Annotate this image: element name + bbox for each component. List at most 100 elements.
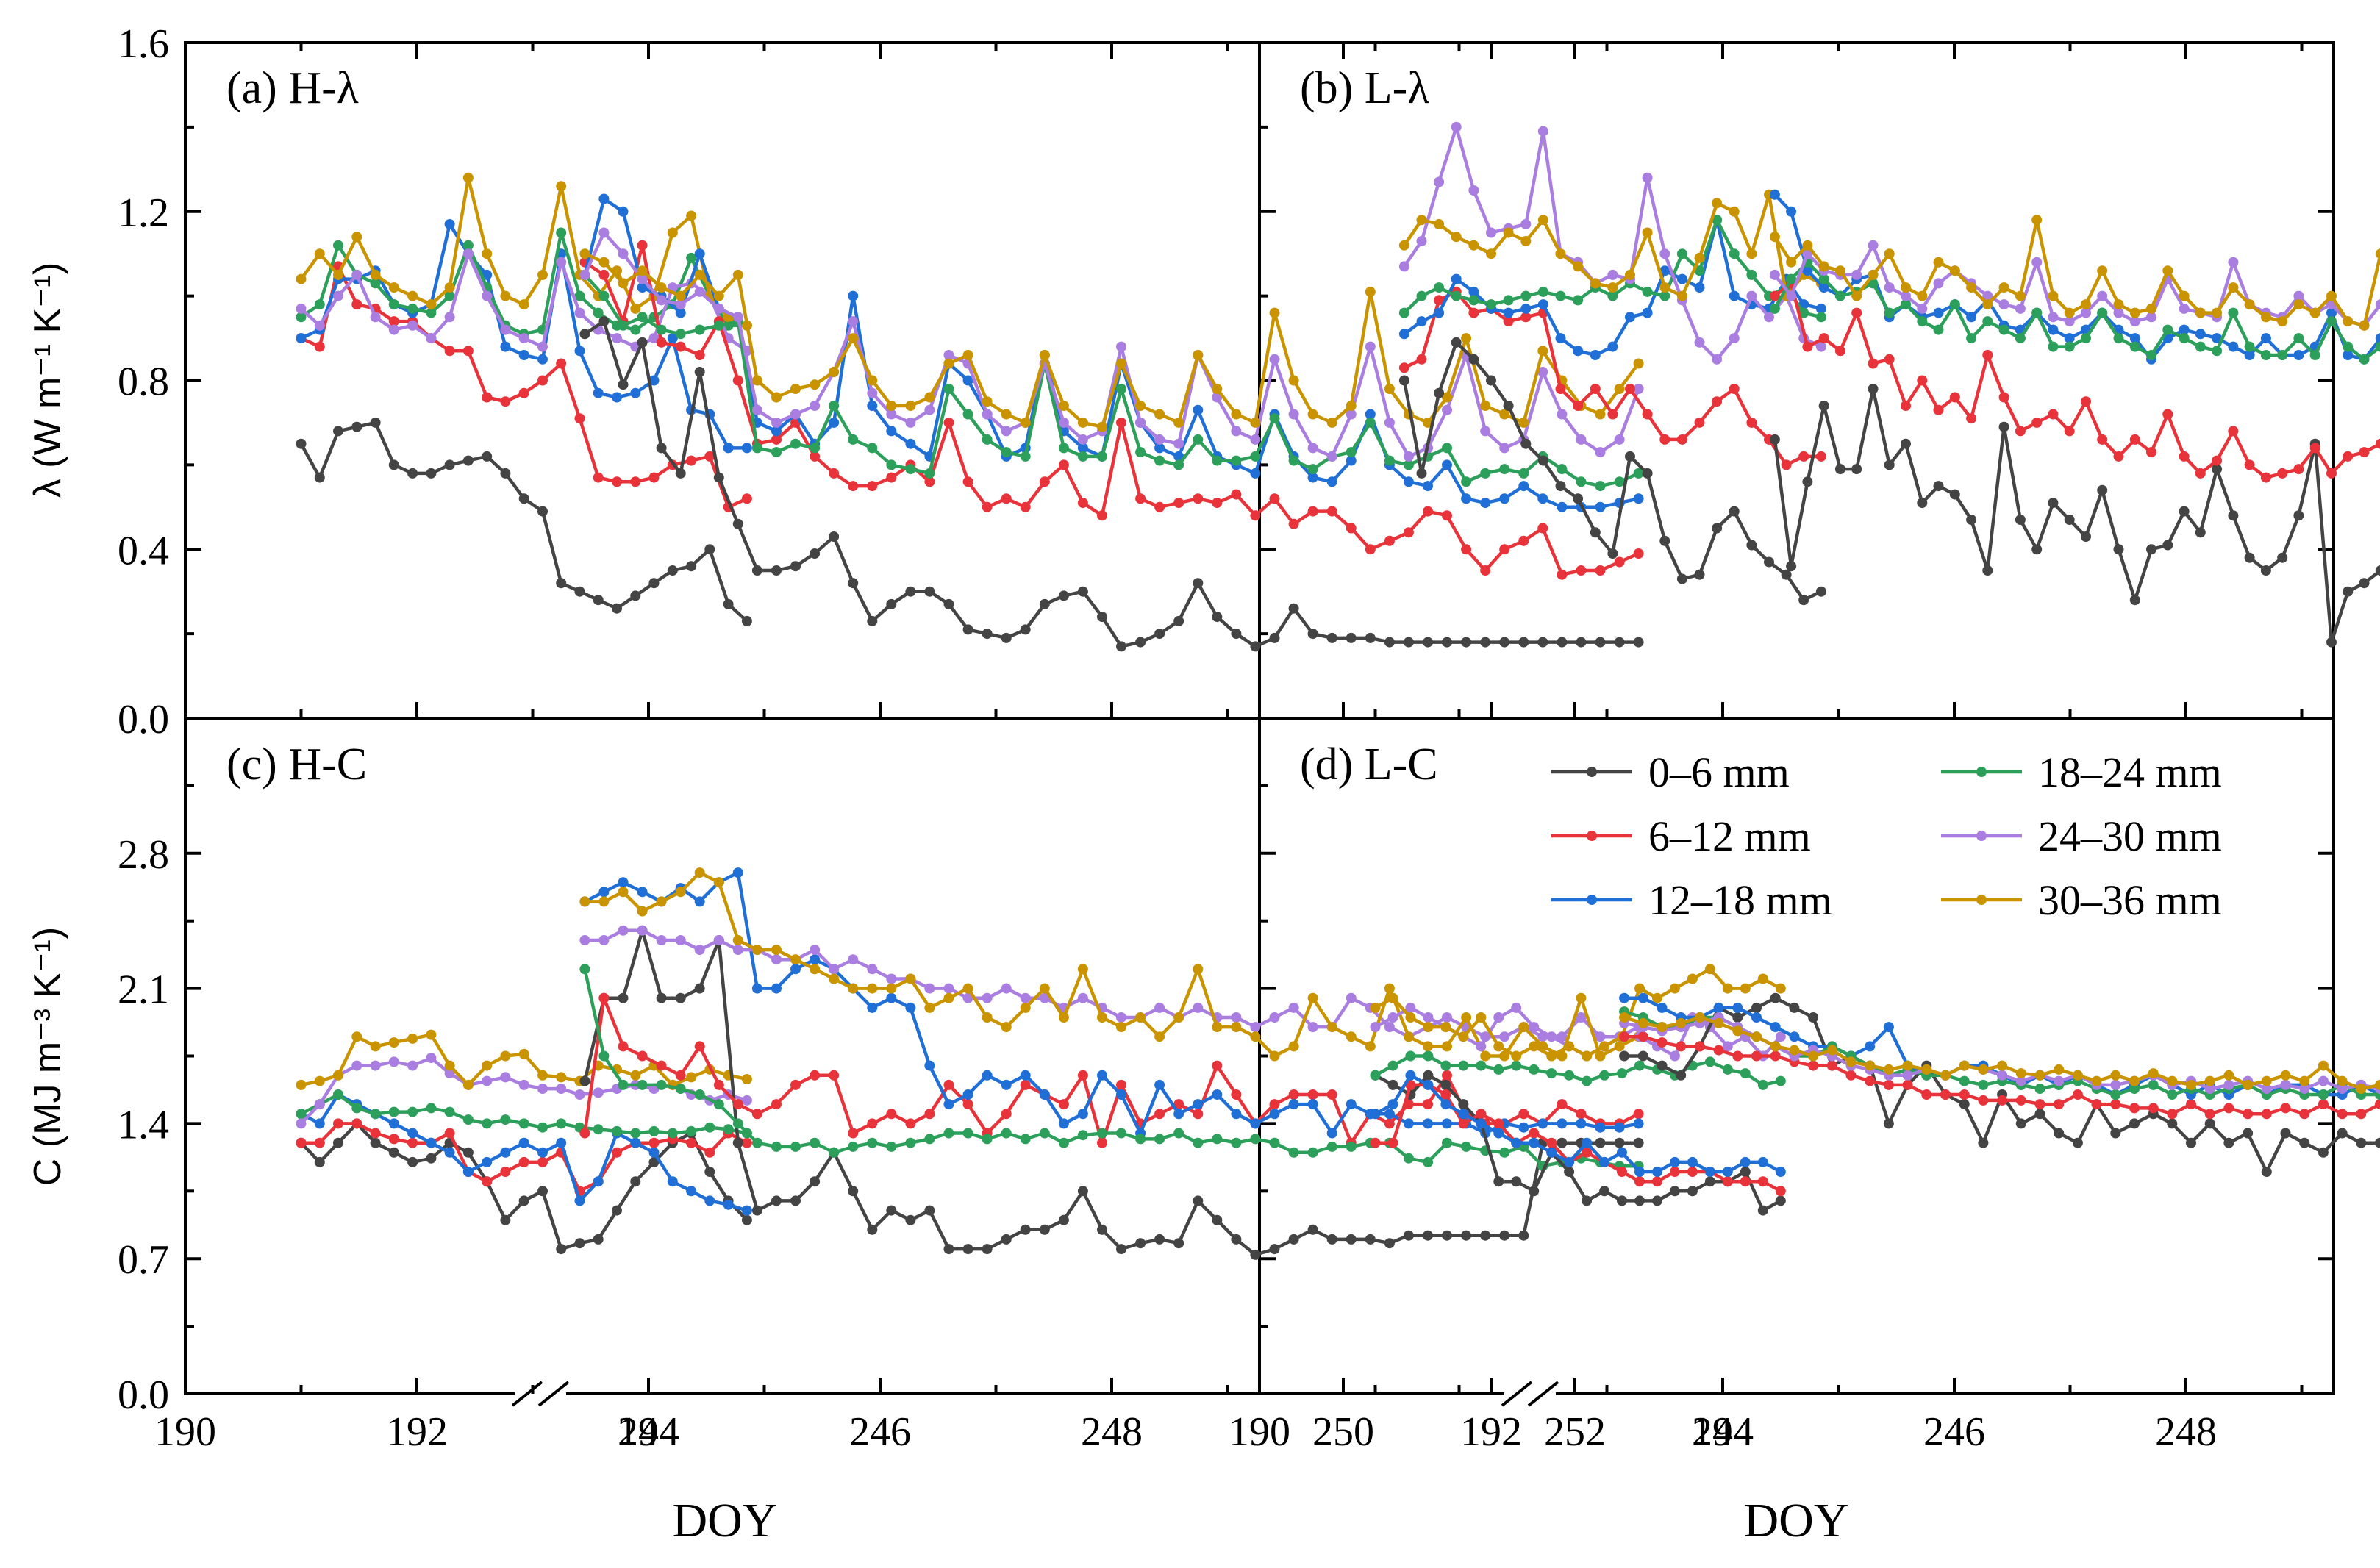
data-point bbox=[1729, 506, 1740, 517]
data-point bbox=[1982, 290, 1993, 301]
data-point bbox=[1387, 992, 1398, 1003]
data-point bbox=[1442, 404, 1452, 415]
data-point bbox=[1808, 1060, 1819, 1071]
data-point bbox=[593, 307, 604, 318]
legend-swatch-marker bbox=[1976, 831, 1987, 841]
data-point bbox=[1416, 215, 1427, 226]
data-point bbox=[1193, 493, 1204, 504]
data-point bbox=[1405, 1002, 1416, 1013]
data-point bbox=[1365, 417, 1376, 428]
data-point bbox=[1001, 1022, 1012, 1033]
data-point bbox=[1694, 282, 1705, 293]
data-point bbox=[1614, 637, 1625, 648]
data-point bbox=[1625, 384, 1635, 394]
data-point bbox=[1365, 1041, 1376, 1052]
data-point bbox=[351, 1118, 362, 1129]
y-tick-label-C: 0.0 bbox=[118, 1372, 169, 1418]
data-point bbox=[1786, 206, 1797, 217]
data-point bbox=[2072, 1070, 2083, 1081]
data-point bbox=[1442, 1137, 1452, 1148]
data-point bbox=[1770, 1022, 1781, 1033]
data-point bbox=[1173, 1099, 1184, 1110]
data-point bbox=[1555, 290, 1566, 301]
data-point bbox=[1769, 189, 1780, 200]
data-point bbox=[500, 468, 511, 479]
data-point bbox=[2081, 299, 2091, 310]
data-point bbox=[1884, 307, 1895, 318]
data-point bbox=[426, 1153, 437, 1164]
data-point bbox=[1461, 476, 1472, 487]
data-point bbox=[2129, 1084, 2140, 1095]
data-point bbox=[482, 1156, 493, 1167]
data-point bbox=[1704, 1056, 1715, 1067]
data-point bbox=[1442, 510, 1452, 521]
data-point bbox=[637, 1079, 648, 1090]
data-point bbox=[1468, 354, 1479, 365]
data-point bbox=[1659, 434, 1670, 445]
data-point bbox=[1346, 455, 1357, 466]
data-point bbox=[2129, 341, 2140, 352]
data-point bbox=[370, 1060, 381, 1071]
data-point bbox=[886, 983, 897, 994]
data-point bbox=[407, 1033, 418, 1044]
data-point bbox=[1798, 595, 1809, 606]
data-point bbox=[982, 1012, 993, 1023]
data-point bbox=[618, 206, 629, 217]
data-point bbox=[648, 578, 660, 589]
data-point bbox=[574, 1238, 585, 1249]
data-point bbox=[2129, 1103, 2140, 1114]
data-point bbox=[1442, 1012, 1452, 1023]
x-tick-label: 194 bbox=[618, 1409, 679, 1455]
data-point bbox=[1365, 286, 1376, 297]
data-point bbox=[751, 443, 762, 454]
data-point bbox=[1307, 464, 1318, 475]
data-point bbox=[924, 392, 935, 403]
data-point bbox=[1442, 637, 1452, 648]
data-point bbox=[1326, 451, 1337, 462]
data-point bbox=[982, 501, 993, 512]
data-point bbox=[982, 992, 993, 1003]
data-point bbox=[675, 290, 686, 301]
data-point bbox=[1499, 464, 1510, 475]
data-point bbox=[1058, 1137, 1069, 1148]
data-point bbox=[982, 1134, 993, 1145]
data-point bbox=[2260, 350, 2271, 360]
data-point bbox=[648, 1125, 660, 1136]
data-point bbox=[556, 1118, 567, 1129]
data-point bbox=[1694, 569, 1705, 580]
data-point bbox=[556, 1072, 567, 1083]
x-axis-title-left: DOY bbox=[673, 1494, 778, 1547]
legend-item: 24–30 mm bbox=[1941, 812, 2222, 860]
data-point bbox=[1657, 1002, 1668, 1013]
data-point bbox=[1901, 299, 1911, 310]
data-point bbox=[1815, 586, 1826, 597]
data-point bbox=[2113, 333, 2124, 344]
data-point bbox=[2129, 1118, 2140, 1129]
data-point bbox=[579, 935, 590, 945]
data-point bbox=[1704, 1176, 1715, 1187]
data-point bbox=[598, 269, 610, 280]
data-point bbox=[1503, 227, 1514, 238]
data-point bbox=[1458, 1031, 1469, 1042]
data-point bbox=[500, 1167, 511, 1177]
data-point bbox=[1058, 1012, 1069, 1023]
data-point bbox=[1599, 1041, 1610, 1052]
data-point bbox=[723, 443, 734, 454]
data-point bbox=[2204, 1118, 2215, 1129]
data-point bbox=[1173, 615, 1184, 626]
data-point bbox=[482, 1176, 493, 1187]
panel-b-series bbox=[1398, 121, 2380, 648]
data-point bbox=[351, 1031, 362, 1042]
data-point bbox=[2113, 544, 2124, 555]
data-point bbox=[1546, 1137, 1557, 1148]
data-point bbox=[1676, 1070, 1687, 1081]
data-point bbox=[388, 1106, 399, 1117]
data-point bbox=[962, 1128, 973, 1139]
data-point bbox=[1834, 290, 1845, 301]
data-point bbox=[2244, 299, 2255, 310]
data-point bbox=[1595, 1137, 1606, 1148]
data-point bbox=[1557, 501, 1568, 512]
data-point bbox=[1921, 1064, 1932, 1075]
data-point bbox=[886, 598, 897, 609]
data-point bbox=[1231, 409, 1242, 420]
